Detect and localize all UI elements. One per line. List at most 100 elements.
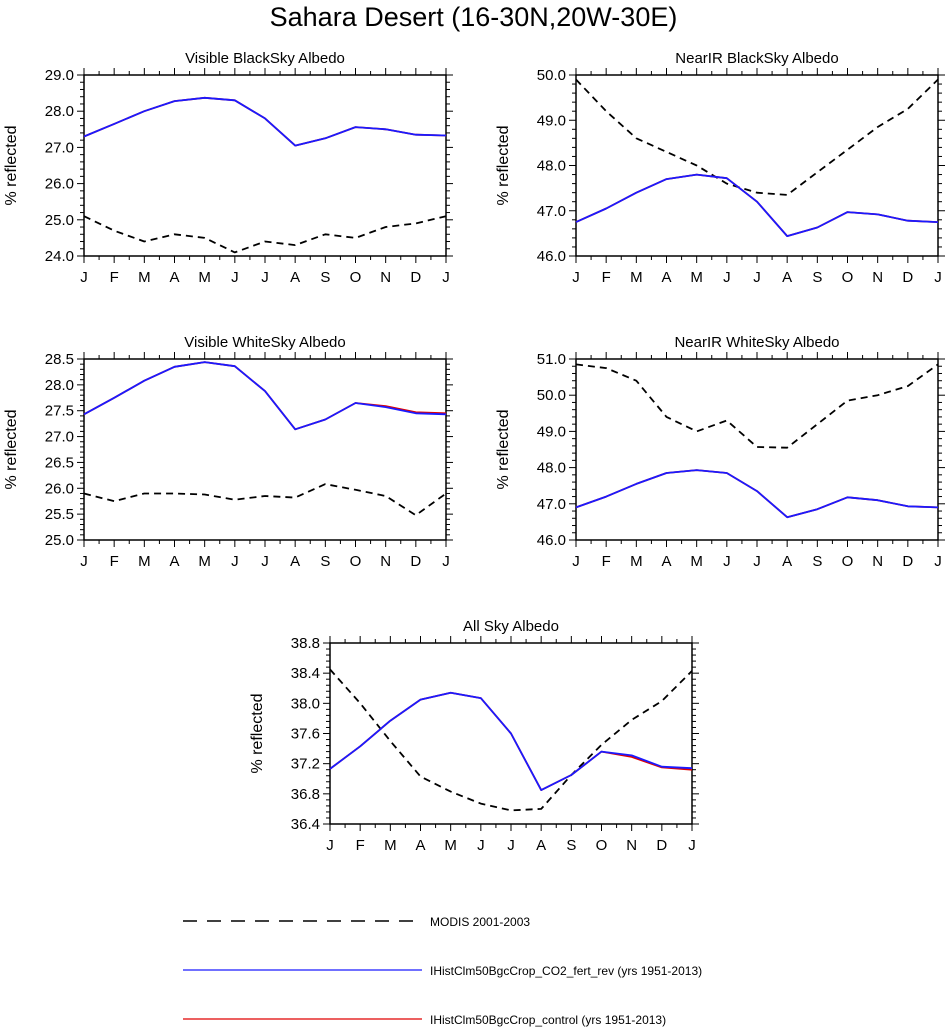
y-axis-label: % reflected [3, 125, 20, 205]
series-line-control [329, 691, 693, 791]
y-tick-label: 51.0 [537, 351, 566, 368]
y-tick-label: 38.8 [291, 635, 320, 652]
y-tick-label: 37.2 [291, 756, 320, 773]
y-tick-label: 36.8 [291, 786, 320, 803]
x-tick-label: D [902, 269, 913, 286]
series-line-co2_fert_rev [575, 469, 939, 519]
y-tick-label: 27.5 [45, 403, 74, 420]
series-line-modis [575, 363, 939, 449]
panel-title: NearIR BlackSky Albedo [675, 50, 838, 67]
x-tick-label: O [842, 269, 854, 286]
x-tick-label: M [198, 553, 211, 570]
x-tick-label: A [782, 553, 792, 570]
y-tick-label: 26.5 [45, 454, 74, 471]
x-tick-label: N [872, 269, 883, 286]
series-line-modis [83, 215, 447, 254]
x-tick-label: S [320, 553, 330, 570]
series-line-modis [575, 78, 939, 196]
x-tick-label: J [326, 837, 334, 854]
y-tick-label: 49.0 [537, 112, 566, 129]
x-tick-label: J [753, 553, 761, 570]
x-tick-label: A [415, 837, 425, 854]
y-tick-label: 37.6 [291, 726, 320, 743]
x-tick-label: O [350, 269, 362, 286]
plot-frame [575, 74, 939, 257]
x-tick-label: D [410, 269, 421, 286]
series-line-co2_fert_rev [575, 173, 939, 238]
legend: MODIS 2001-2003 IHistClm50BgcCrop_CO2_fer… [183, 915, 702, 1027]
y-tick-label: 38.4 [291, 665, 320, 682]
series-line-control [83, 361, 447, 431]
x-tick-label: S [812, 269, 822, 286]
figure-title: Sahara Desert (16-30N,20W-30E) [269, 2, 678, 32]
x-tick-label: O [596, 837, 608, 854]
x-tick-label: N [872, 553, 883, 570]
x-tick-label: N [380, 553, 391, 570]
x-tick-label: J [231, 553, 239, 570]
x-tick-label: N [380, 269, 391, 286]
x-tick-label: J [753, 269, 761, 286]
x-tick-label: J [261, 269, 269, 286]
legend-label-co2_fert_rev: IHistClm50BgcCrop_CO2_fert_rev (yrs 1951… [430, 964, 702, 978]
x-tick-label: D [656, 837, 667, 854]
y-tick-label: 48.0 [537, 460, 566, 477]
x-tick-label: S [320, 269, 330, 286]
x-tick-label: J [80, 269, 88, 286]
x-tick-label: F [602, 553, 611, 570]
series-line-co2_fert_rev [83, 96, 447, 147]
series-line-modis [329, 668, 693, 812]
x-tick-label: N [626, 837, 637, 854]
x-tick-label: J [442, 553, 450, 570]
plot-frame [83, 74, 447, 257]
series-line-modis [83, 483, 447, 517]
y-tick-label: 47.0 [537, 496, 566, 513]
x-tick-label: M [138, 269, 151, 286]
legend-label-control: IHistClm50BgcCrop_control (yrs 1951-2013… [430, 1013, 666, 1027]
legend-label-modis: MODIS 2001-2003 [430, 915, 530, 929]
x-tick-label: J [688, 837, 696, 854]
y-tick-label: 46.0 [537, 248, 566, 265]
y-tick-label: 47.0 [537, 203, 566, 220]
y-tick-label: 46.0 [537, 532, 566, 549]
x-tick-label: A [290, 269, 300, 286]
x-tick-label: J [442, 269, 450, 286]
y-axis-label: % reflected [3, 409, 20, 489]
x-tick-label: A [661, 269, 671, 286]
x-tick-label: A [169, 269, 179, 286]
x-tick-label: M [630, 269, 643, 286]
x-tick-label: M [630, 553, 643, 570]
y-tick-label: 29.0 [45, 67, 74, 84]
x-tick-label: D [902, 553, 913, 570]
series-line-control [575, 173, 939, 238]
y-axis-label: % reflected [249, 693, 266, 773]
y-tick-label: 50.0 [537, 67, 566, 84]
x-tick-label: M [384, 837, 397, 854]
y-tick-label: 48.0 [537, 158, 566, 175]
x-tick-label: A [782, 269, 792, 286]
x-tick-label: D [410, 553, 421, 570]
x-tick-label: J [572, 553, 580, 570]
x-tick-label: J [572, 269, 580, 286]
panel-4: NearIR WhiteSky Albedo J F M A M J J A S O N D J 46.0 4… [495, 334, 945, 570]
x-tick-label: A [536, 837, 546, 854]
y-tick-label: 25.0 [45, 212, 74, 229]
x-tick-label: M [138, 553, 151, 570]
series-line-control [575, 469, 939, 519]
plot-frame [575, 358, 939, 541]
x-tick-label: J [723, 553, 731, 570]
x-tick-label: O [350, 553, 362, 570]
x-tick-label: O [842, 553, 854, 570]
y-tick-label: 26.0 [45, 176, 74, 193]
y-axis-label: % reflected [495, 125, 512, 205]
panel-title: Visible BlackSky Albedo [185, 50, 345, 67]
x-tick-label: J [934, 553, 942, 570]
panel-2: NearIR BlackSky Albedo J F M A M J J A S O N D J 46.0 4… [495, 50, 945, 286]
x-tick-label: A [290, 553, 300, 570]
x-tick-label: J [507, 837, 515, 854]
x-tick-label: J [477, 837, 485, 854]
panel-title: NearIR WhiteSky Albedo [674, 334, 839, 351]
y-axis-label: % reflected [495, 409, 512, 489]
panel-3: Visible WhiteSky Albedo J F M A M J J A S O N D J 25.0… [3, 334, 453, 570]
x-tick-label: F [110, 269, 119, 286]
